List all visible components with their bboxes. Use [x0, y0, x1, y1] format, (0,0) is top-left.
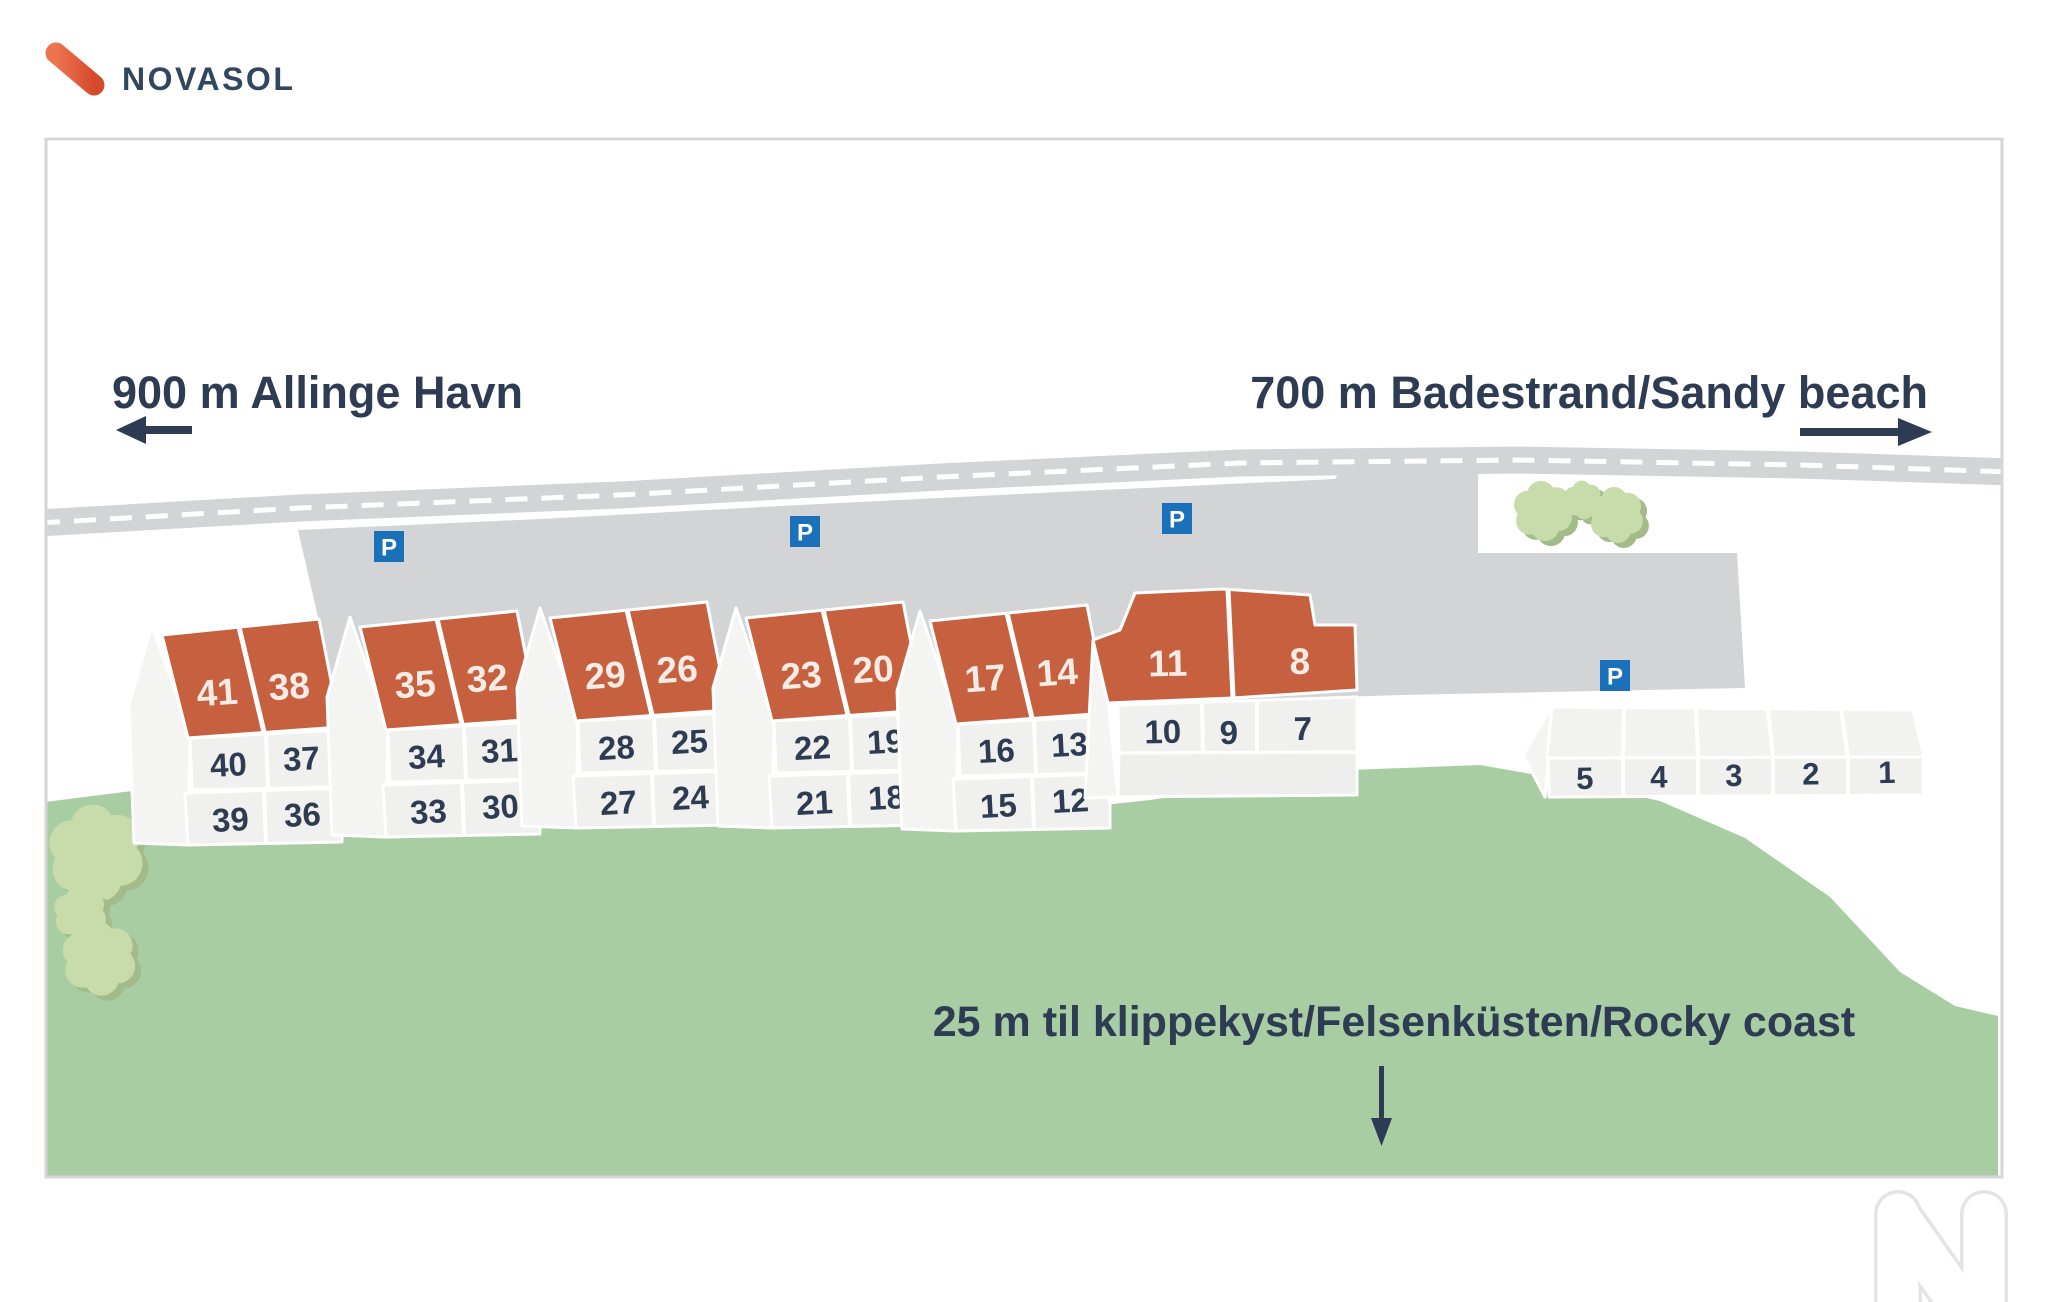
- building-roof: [1091, 587, 1359, 705]
- tree-icon: [1514, 480, 1578, 547]
- road-centerline: [47, 457, 2001, 525]
- unit-label-31: 31: [480, 731, 519, 770]
- grass-area: [47, 765, 1998, 1176]
- unit-label-20: 20: [851, 648, 895, 692]
- building-block-41-38: 41 38 40 37 39 36: [127, 617, 344, 847]
- unit-label-34: 34: [407, 737, 446, 776]
- unit-label-15: 15: [979, 786, 1018, 825]
- novasol-watermark-icon: [1874, 1190, 2008, 1302]
- unit-label-4: 4: [1650, 759, 1669, 794]
- unit-label-36: 36: [283, 795, 322, 834]
- novasol-logo-text: NOVASOL: [122, 61, 295, 97]
- unit-label-25: 25: [670, 722, 709, 761]
- unit-label-8: 8: [1289, 641, 1310, 682]
- building-block-35-32: 35 32 34 31 33 30: [325, 609, 542, 839]
- coast-distance-label: 25 m til klippekyst/Felsenküsten/Rocky c…: [933, 998, 1855, 1046]
- unit-label-38: 38: [267, 665, 311, 709]
- arrow-left-icon: [116, 416, 192, 444]
- parking-sign-label: P: [381, 535, 397, 562]
- right-distance-label: 700 m Badestrand/Sandy beach: [1250, 367, 1928, 418]
- building-floor: [1546, 755, 1925, 799]
- unit-label-10: 10: [1144, 713, 1181, 751]
- unit-label-27: 27: [599, 783, 638, 822]
- parking-signs: P P P P: [374, 503, 1630, 691]
- unit-label-1: 1: [1878, 755, 1896, 790]
- parking-sign-icon: P: [374, 531, 404, 562]
- unit-label-11: 11: [1148, 643, 1188, 685]
- unit-label-21: 21: [795, 783, 834, 822]
- unit-label-3: 3: [1725, 758, 1743, 793]
- unit-label-17: 17: [963, 657, 1007, 701]
- unit-label-13: 13: [1050, 725, 1089, 764]
- novasol-logo-icon: [45, 40, 105, 98]
- unit-label-5: 5: [1576, 761, 1594, 796]
- tree-icon: [62, 920, 142, 1001]
- parking-sign-icon: P: [1600, 660, 1630, 691]
- unit-label-28: 28: [597, 728, 636, 767]
- tree-icon: [49, 804, 149, 907]
- parking-sign-label: P: [797, 520, 813, 547]
- building-block-11-8: 11 8 10 9 7: [1083, 587, 1359, 800]
- unit-label-16: 16: [977, 731, 1016, 770]
- trees: [49, 480, 1649, 1001]
- unit-label-24: 24: [671, 778, 710, 817]
- parking-sign-icon: P: [790, 516, 820, 547]
- parking-sign-icon: P: [1162, 503, 1192, 534]
- map-border: [44, 137, 2004, 1179]
- unit-label-9: 9: [1219, 714, 1238, 751]
- tree-icon: [1589, 487, 1649, 548]
- unit-label-7: 7: [1293, 710, 1312, 747]
- arrow-down-icon: [1371, 1066, 1392, 1146]
- unit-label-23: 23: [779, 654, 823, 698]
- unit-label-33: 33: [409, 792, 448, 831]
- building-floor: [1116, 750, 1359, 799]
- unit-label-2: 2: [1802, 756, 1820, 791]
- unit-label-12: 12: [1051, 781, 1090, 820]
- parking-sign-label: P: [1169, 507, 1185, 534]
- unit-label-32: 32: [465, 657, 509, 701]
- unit-label-37: 37: [282, 739, 321, 778]
- unit-label-30: 30: [481, 787, 520, 826]
- unit-label-39: 39: [211, 800, 250, 839]
- unit-label-29: 29: [583, 654, 627, 698]
- parking-sign-label: P: [1607, 664, 1623, 691]
- building-roof: [1545, 705, 1926, 760]
- unit-label-26: 26: [655, 648, 699, 692]
- unit-label-40: 40: [209, 745, 248, 784]
- unit-label-35: 35: [393, 663, 437, 707]
- building-block-29-26: 29 26 28 25 27 24: [515, 600, 732, 830]
- tree-icon: [1564, 480, 1608, 525]
- unit-label-22: 22: [793, 728, 832, 767]
- unit-label-41: 41: [195, 671, 239, 715]
- unit-label-14: 14: [1035, 651, 1079, 695]
- left-distance-label: 900 m Allinge Havn: [112, 367, 523, 418]
- building-block-17-14: 17 14 16 13 15 12: [895, 603, 1112, 833]
- arrow-right-icon: [1800, 418, 1932, 446]
- building-terrace-row: 5 4 3 2 1: [1521, 705, 1926, 799]
